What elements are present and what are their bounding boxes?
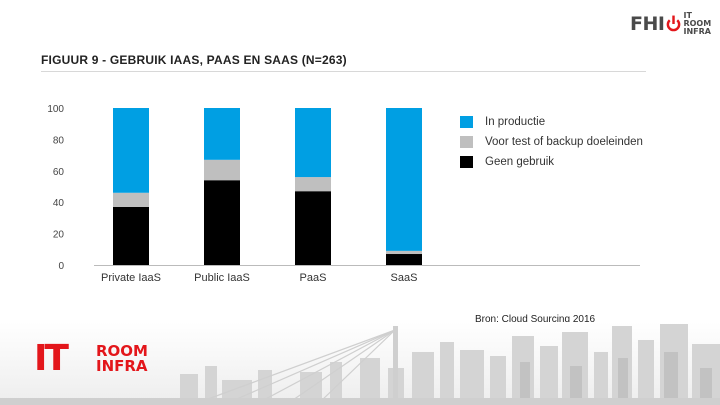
bar-segment [113,206,149,265]
logo-infra-text: INFRA [96,357,148,375]
x-tick-label: Public IaaS [194,272,250,284]
bar-segment [386,254,422,265]
bar-segment [386,108,422,251]
legend-item-none: Geen gebruik [460,152,643,172]
bar-segment [295,191,331,265]
legend-item-test-backup: Voor test of backup doeleinden [460,132,643,152]
y-tick-label: 40 [53,198,65,209]
legend-label: In productie [485,116,546,128]
y-tick-label: 100 [47,104,64,115]
legend-swatch-test-backup [460,136,473,148]
logo-it-text: IT [34,338,69,379]
figure-title: FIGUUR 9 - GEBRUIK IAAS, PAAS EN SAAS (N… [41,53,347,67]
x-tick-label: SaaS [391,272,418,284]
bar-segment [113,192,149,207]
source-note: Bron: Cloud Sourcing 2016 [475,314,596,325]
x-tick-label: Private IaaS [101,272,161,284]
legend-label: Voor test of backup doeleinden [485,136,643,148]
y-tick-label: 0 [58,261,64,272]
y-tick-label: 80 [53,135,65,146]
bar-segment [295,108,331,178]
power-icon [667,15,681,32]
fhi-logo-text: FHI [630,13,665,35]
chart-legend: In productie Voor test of backup doelein… [460,112,643,172]
y-tick-label: 20 [53,230,65,241]
x-tick-label: PaaS [300,272,327,284]
it-room-infra-logo-text: IT ROOM INFRA [683,11,712,36]
logo-room-text: ROOM [96,342,148,360]
bar-segment [295,177,331,192]
city-skyline-image [0,322,720,405]
bar-segment [204,108,240,160]
bar-segment [386,250,422,255]
bar-segment [204,180,240,265]
legend-label: Geen gebruik [485,156,555,168]
footer-bar [0,398,720,405]
bar-segment [113,108,149,193]
y-tick-label: 60 [53,167,65,178]
legend-swatch-production [460,116,473,128]
title-divider [41,71,646,72]
legend-swatch-none [460,156,473,168]
legend-item-production: In productie [460,112,643,132]
bar-segment [204,159,240,181]
it-room-infra-logo: IT ROOM INFRA [34,336,164,382]
fhi-logo: FHI IT ROOM INFRA [630,12,720,36]
